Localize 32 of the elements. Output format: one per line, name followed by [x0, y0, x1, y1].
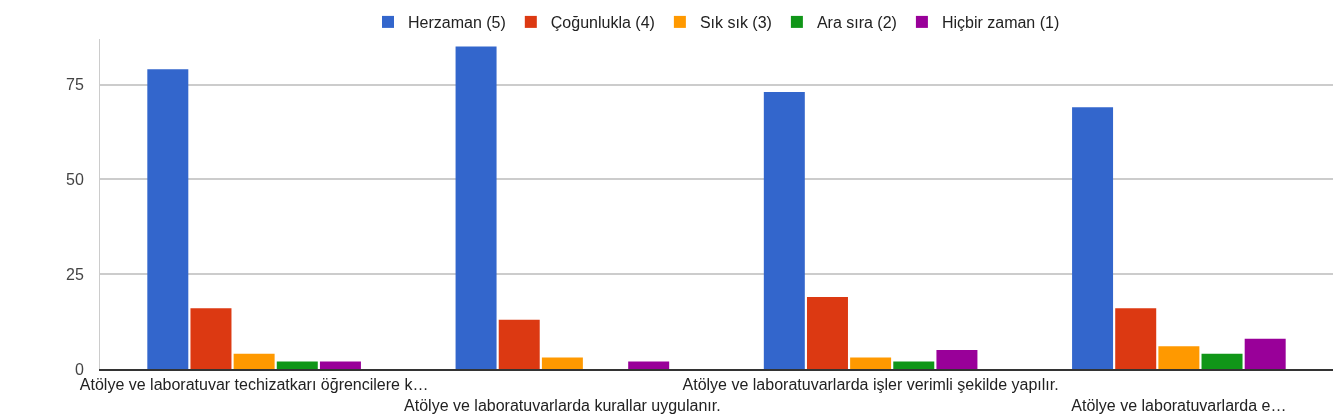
x-tick-label: Atölye ve laboratuvarlarda işler verimli şekilde yapılır.: [682, 376, 1059, 394]
x-tick-label: Atölye ve laboratuvarlarda kurallar uygulanır.: [404, 397, 721, 414]
bar: [850, 357, 892, 369]
bar: [1244, 338, 1286, 369]
y-tick-label: 75: [66, 76, 84, 94]
y-tick-label: 0: [74, 360, 84, 378]
bar: [1115, 308, 1157, 369]
bar: [628, 361, 670, 369]
bar: [763, 92, 805, 369]
bar: [498, 319, 540, 369]
legend-label: Çoğunlukla (4): [550, 14, 655, 32]
legend-label: Sık sık (3): [699, 14, 772, 32]
bar: [1201, 353, 1243, 369]
x-tick-label: Atölye ve laboratuvar techizatkarı öğrencilere k…: [79, 376, 429, 394]
legend-label: Herzaman (5): [408, 14, 506, 32]
bar: [806, 296, 848, 369]
bar: [233, 353, 275, 369]
y-tick-label: 50: [66, 170, 84, 188]
bar: [319, 361, 361, 369]
bar: [936, 350, 978, 369]
legend-label: Hiçbir zaman (1): [941, 14, 1060, 32]
legend-label: Ara sıra (2): [816, 14, 897, 32]
x-tick-label: Atölye ve laboratuvarlarda e…: [1071, 397, 1287, 414]
bar: [1158, 346, 1200, 369]
y-tick-label: 25: [66, 265, 84, 283]
bar: [541, 357, 583, 369]
bar: [893, 361, 935, 369]
bar: [1072, 107, 1114, 369]
bar: [190, 308, 232, 369]
bar: [147, 69, 189, 369]
bar: [455, 46, 497, 369]
bar: [276, 361, 318, 369]
